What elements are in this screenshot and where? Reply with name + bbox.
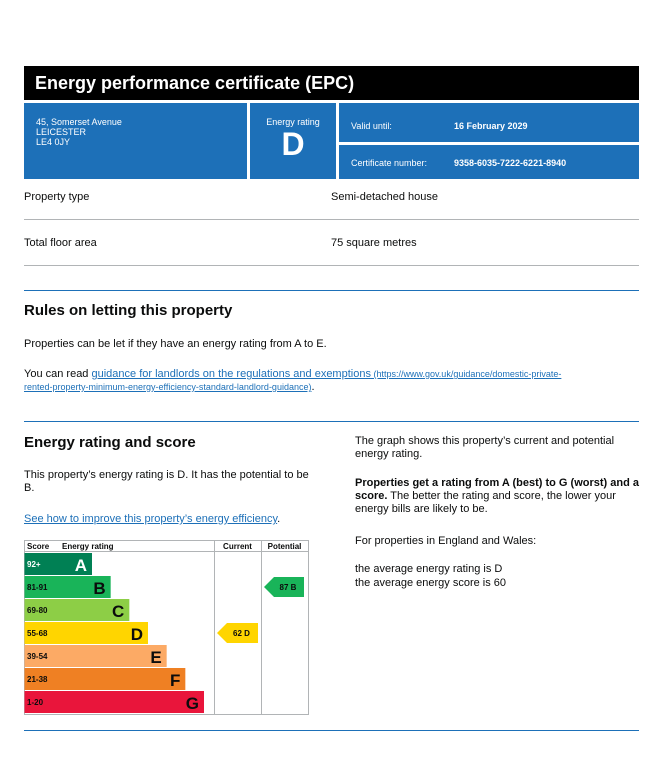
floor-area-value: 75 square metres (331, 237, 417, 249)
band-range: 21-38 (27, 675, 48, 684)
page-title: Energy performance certificate (EPC) (24, 66, 639, 100)
energy-rating-letter: D (281, 126, 305, 162)
current-header: Current (223, 542, 252, 551)
band-score-cell (24, 622, 58, 644)
score-heading: Energy rating and score (24, 434, 196, 451)
energy-rating-label: Energy rating (266, 117, 320, 127)
band-bar (57, 622, 148, 644)
chart-markers: 62 D 87 B (217, 577, 304, 643)
guidance-suffix: . (311, 381, 315, 393)
section-divider (24, 730, 639, 731)
band-range: 55-68 (27, 629, 48, 638)
energy-rating-header: Energy rating (62, 542, 114, 551)
band-letter: A (75, 556, 87, 575)
band-range: 81-91 (27, 583, 48, 592)
current-rating-arrow (217, 623, 258, 643)
potential-rating-arrow (264, 577, 304, 597)
band-score-cell (24, 691, 58, 713)
letting-guidance-paragraph: You can read guidance for landlords on t… (24, 368, 624, 394)
band-letter: F (170, 671, 180, 690)
graph-explanation: The graph shows this property’s current … (355, 435, 615, 460)
chart-bands: 92+ A 81-91 B 69-80 C 55-68 D 39-54 E 21-38 F 1-20 G (24, 553, 204, 713)
band-bar (57, 599, 130, 621)
band-bar (57, 645, 167, 667)
section-divider (24, 290, 639, 291)
band-bar (57, 576, 111, 598)
band-score-cell (24, 553, 58, 575)
rating-explanation: Properties get a rating from A (best) to… (355, 477, 640, 516)
band-bar (57, 691, 204, 713)
england-wales-note: For properties in England and Wales: (355, 535, 537, 547)
band-letter: D (131, 625, 143, 644)
average-score: the average energy score is 60 (355, 577, 507, 589)
band-bar (57, 553, 92, 575)
potential-rating-label: 87 B (280, 583, 297, 592)
chart-headers: Score Energy rating Current Potential (27, 542, 301, 551)
band-letter: E (150, 648, 161, 667)
band-letter: B (93, 579, 105, 598)
energy-rating-chart: Score Energy rating Current Potential 92+ A 8… (24, 540, 309, 715)
average-rating: the average energy rating is D (355, 563, 503, 575)
property-type-label: Property type (24, 191, 90, 203)
divider (24, 265, 639, 266)
improve-paragraph: See how to improve this property’s energ… (24, 513, 324, 526)
improve-efficiency-link[interactable]: See how to improve this property’s energ… (24, 513, 278, 525)
band-score-cell (24, 599, 58, 621)
valid-until-box: Valid until: 16 February 2029 (339, 103, 639, 142)
band-range: 92+ (27, 560, 41, 569)
band-score-cell (24, 645, 58, 667)
divider (24, 219, 639, 220)
section-divider (24, 421, 639, 422)
letting-heading: Rules on letting this property (24, 302, 233, 319)
valid-until-label: Valid until: (351, 121, 392, 131)
band-letter: C (112, 602, 124, 621)
potential-header: Potential (268, 542, 302, 551)
improve-suffix: . (277, 513, 281, 525)
band-range: 69-80 (27, 606, 48, 615)
letting-paragraph: Properties can be let if they have an en… (24, 338, 327, 350)
score-header: Score (27, 542, 50, 551)
certificate-number-box: Certificate number: 9358-6035-7222-6221-… (339, 145, 639, 179)
rating-explanation-bold: Properties get a rating from A (best) to… (355, 477, 639, 502)
energy-rating-box: Energy rating D (250, 103, 336, 179)
certificate-number-value: 9358-6035-7222-6221-8940 (454, 158, 567, 168)
floor-area-label: Total floor area (24, 237, 97, 249)
address-line-1: 45, Somerset Avenue (36, 117, 122, 127)
valid-until-value: 16 February 2029 (454, 121, 528, 131)
address-line-3: LE4 0JY (36, 137, 71, 147)
guidance-prefix: You can read (24, 368, 92, 380)
address-line-2: LEICESTER (36, 127, 87, 137)
landlord-guidance-link[interactable]: guidance for landlords on the regulation… (24, 368, 561, 393)
landlord-guidance-url-2: rented-property-minimum-energy-efficienc… (24, 382, 312, 392)
address-box: 45, Somerset Avenue LEICESTER LE4 0JY (24, 103, 247, 179)
property-type-value: Semi-detached house (331, 191, 439, 203)
score-paragraph: This property’s energy rating is D. It h… (24, 469, 309, 494)
certificate-number-label: Certificate number: (351, 158, 428, 168)
band-score-cell (24, 576, 58, 598)
band-score-cell (24, 668, 58, 690)
current-rating-label: 62 D (233, 629, 250, 638)
band-range: 39-54 (27, 652, 48, 661)
band-bar (57, 668, 186, 690)
band-range: 1-20 (27, 698, 44, 707)
landlord-guidance-link-text: guidance for landlords on the regulation… (91, 368, 371, 380)
band-letter: G (186, 694, 199, 713)
rating-explanation-rest: The better the rating and score, the low… (355, 490, 616, 515)
landlord-guidance-url-1: (https://www.gov.uk/guidance/domestic-pr… (370, 369, 562, 379)
